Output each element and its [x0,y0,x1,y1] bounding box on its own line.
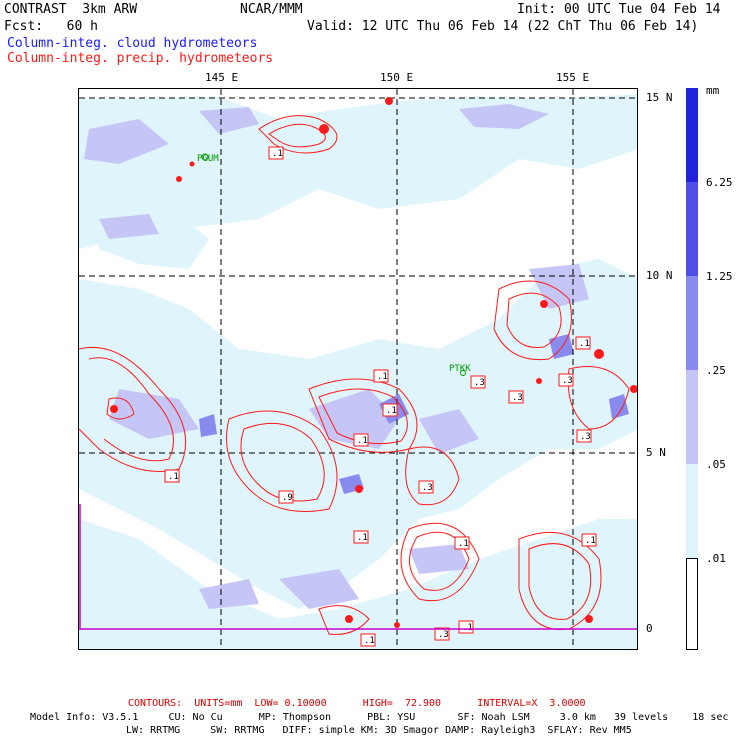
contour-label: .1 [579,469,593,481]
svg-text:.1: .1 [462,623,473,633]
station-label-ptkk: PTKK [449,364,471,374]
svg-text:.1: .1 [364,636,375,646]
cloud-shading-mid [84,104,589,609]
station-marker-ptkk [460,370,466,376]
svg-text:.3: .3 [422,483,433,493]
domain-boundary [79,504,637,630]
svg-text:.1: .1 [357,436,368,446]
colorbar-swatch [686,182,698,276]
svg-text:.3: .3 [562,376,573,386]
lat-label-10n: 10 N [646,269,673,282]
colorbar-unit: mm [706,84,720,97]
svg-text:.3: .3 [512,393,523,403]
contour-label: .1 [360,633,376,647]
contour-label: .3 [434,627,450,641]
colorbar-swatch [686,88,698,182]
station-marker-pgum [201,153,209,161]
contour-label: .3 [576,429,592,443]
colorbar-swatch [686,464,698,558]
svg-text:.1: .1 [272,149,283,159]
lat-label-15n: 15 N [646,91,673,104]
contour-label: .1 [581,533,597,547]
precip-blobs [110,97,637,628]
org-label: NCAR/MMM [240,2,303,17]
svg-text:.1: .1 [585,536,596,546]
svg-text:.1: .1 [377,372,388,382]
forecast-hour: Fcst: 60 h [4,19,98,34]
svg-text:.3: .3 [438,630,449,640]
svg-text:.3: .3 [580,432,591,442]
contour-label: .1 [458,620,474,634]
colorbar-swatch [686,558,698,650]
svg-text:.1: .1 [168,472,179,482]
svg-text:.1: .1 [579,339,590,349]
contour-label: .1 [382,403,398,417]
station-markers [201,153,466,376]
lat-label-5n: 5 N [646,446,666,459]
colorbar-label: 6.25 [706,176,733,189]
colorbar-swatch [686,370,698,464]
contour-label: .1 [164,469,180,483]
colorbar-label: .05 [706,458,726,471]
colorbar-swatch [686,276,698,370]
contour-label: .3 [418,480,434,494]
model-info-line1: Model Info: V3.5.1 CU: No Cu MP: Thompso… [30,712,729,723]
contour-info: CONTOURS: UNITS=mm LOW= 0.10000 HIGH= 72… [128,698,586,709]
contour-labels: .1 .1 .3 .3 .1 .3 .3 .1 .1 .1 .1 .3 .9 .… [164,146,597,647]
valid-time: Valid: 12 UTC Thu 06 Feb 14 (22 ChT Thu … [307,19,699,34]
station-label-pgum: PGUM [197,154,219,164]
map-panel: PGUM PTKK .1 .1 .3 .3 .1 .3 .3 .1 .1 .1 … [78,88,638,650]
field-title-precip: Column-integ. precip. hydrometeors [7,51,274,66]
contour-label: .1 [268,146,284,160]
cloud-shading-light [79,94,637,649]
lon-label-150e: 150 E [380,71,414,84]
model-info-line2: LW: RRTMG SW: RRTMG DIFF: simple KM: 3D … [126,725,632,736]
contour-label: .9 [278,490,294,504]
colorbar-label: .25 [706,364,726,377]
contour-label: .1 [353,433,369,447]
contour-label: .3 [508,390,524,404]
lon-label-155e: 155 E [556,71,590,84]
svg-text:.9: .9 [282,493,293,503]
svg-text:.1: .1 [386,406,397,416]
svg-text:.1: .1 [458,539,469,549]
contour-label: .3 [558,373,574,387]
model-title: CONTRAST 3km ARW [4,2,138,17]
contour-label: .1 [575,336,591,350]
svg-text:.3: .3 [474,378,485,388]
contour-label: .1 [373,369,389,383]
contour-label: .1 [454,536,470,550]
colorbar-label: 1.25 [706,270,733,283]
init-time: Init: 00 UTC Tue 04 Feb 14 [517,2,721,17]
lon-label-145e: 145 E [205,71,239,84]
contour-label: .3 [470,375,486,389]
colorbar-label: .01 [706,552,726,565]
map-canvas: PGUM PTKK .1 .1 .3 .3 .1 .3 .3 .1 .1 .1 … [79,89,637,649]
field-title-cloud: Column-integ. cloud hydrometeors [7,36,258,51]
contour-label: .1 [353,530,369,544]
contour-label: .1 [572,337,586,349]
lat-label-0: 0 [646,622,653,635]
svg-text:.1: .1 [357,533,368,543]
